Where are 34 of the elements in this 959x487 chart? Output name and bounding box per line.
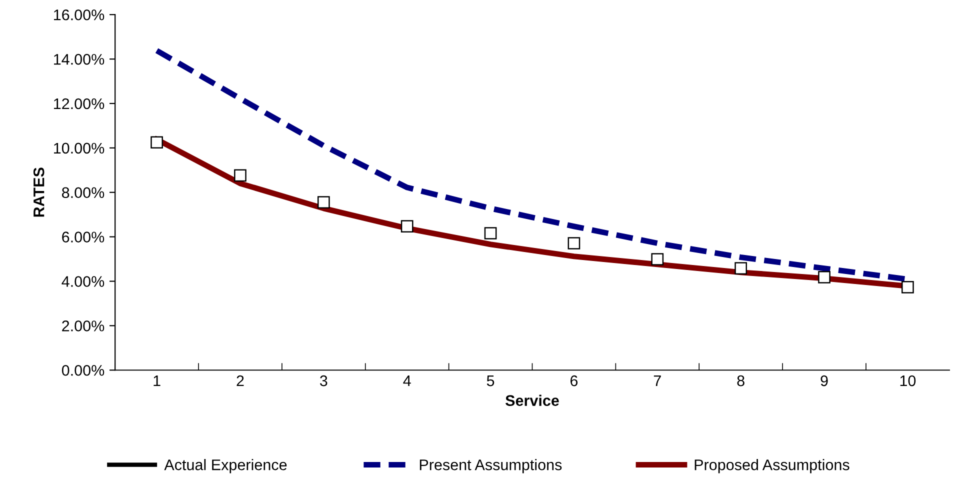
x-tick-label: 5 [486,376,494,386]
x-axis-title: Service [506,394,559,406]
point [150,136,163,149]
y-tick-label: 2.00% [62,320,104,332]
point [484,227,497,240]
x-tick-label: 7 [654,376,661,386]
point [818,271,830,284]
x-tick-label: 9 [820,375,828,386]
y-tick-label: 16.00% [54,9,104,20]
x-tick-label: 8 [737,375,744,386]
legend-label: Present Assumptions [420,459,562,474]
point [317,196,330,209]
x-tick-label: 6 [570,375,578,386]
legend-label: Actual Experience [164,459,287,474]
x-tick-label: 2 [236,375,244,386]
x-tick-label: 4 [403,376,411,386]
point [651,253,664,266]
x-tick-label: 1 [154,376,160,386]
point [734,262,748,275]
point [400,220,414,233]
y-tick-label: 8.00% [62,187,104,198]
legend-label: Proposed Assumptions [694,459,850,474]
y-tick-label: 6.00% [62,232,104,242]
y-tick-label: 12.00% [54,98,104,110]
x-tick-label: 3 [320,375,328,386]
point [568,237,580,250]
point [234,169,246,182]
y-tick-label: 4.00% [62,276,104,287]
y-tick-label: 0.00% [62,364,104,376]
y-tick-label: 10.00% [54,142,104,154]
point [902,281,914,294]
y-tick-label: 14.00% [54,54,104,65]
y-axis-title: RATES [33,168,44,217]
x-tick-label: 10 [900,375,916,386]
